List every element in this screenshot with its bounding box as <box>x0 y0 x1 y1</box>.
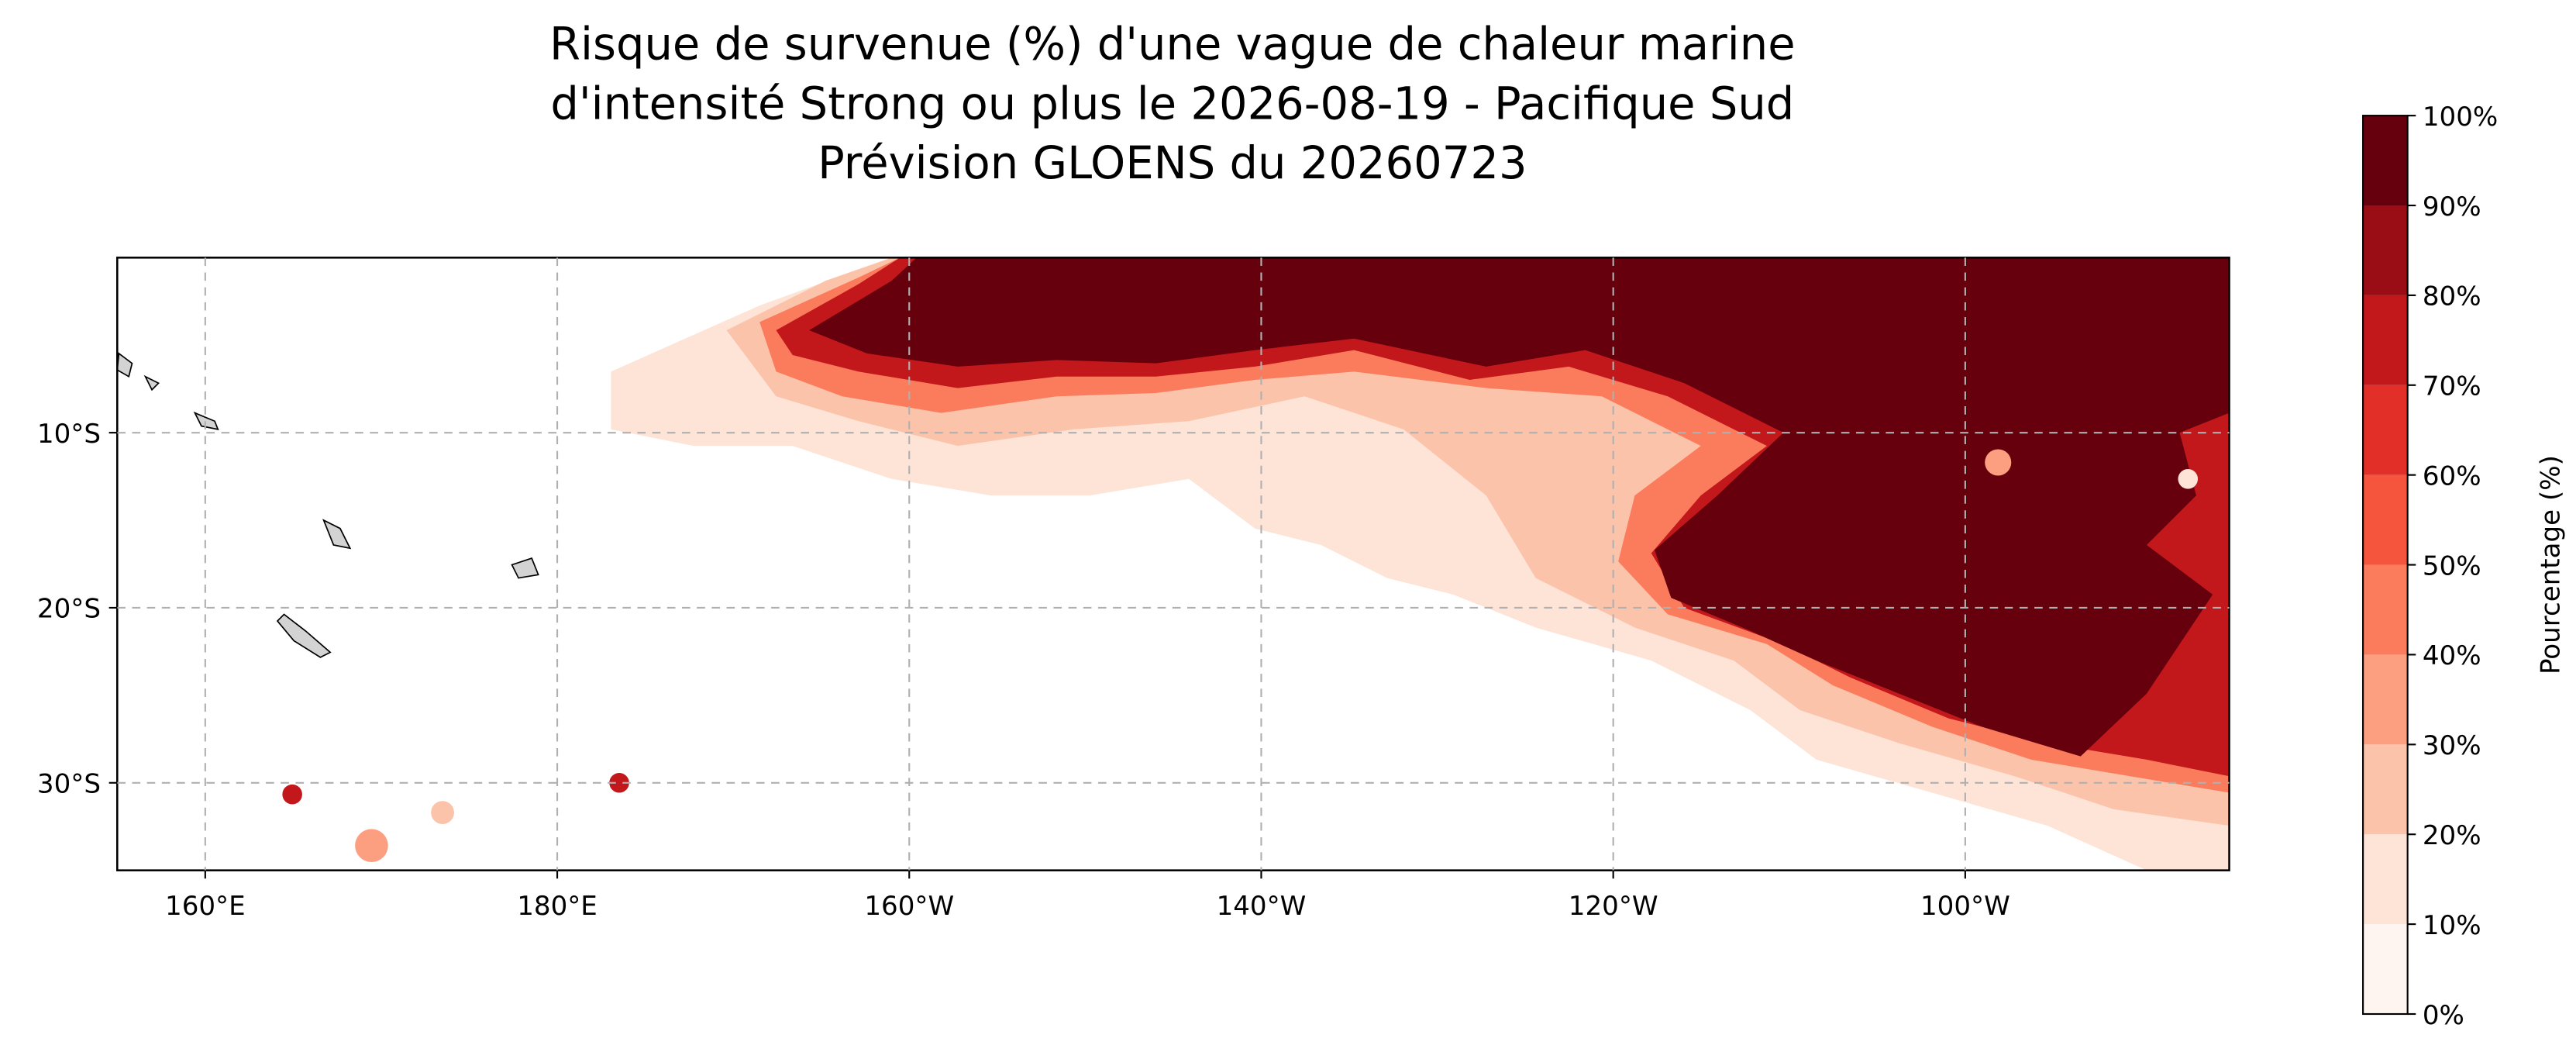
map-frame <box>116 257 2230 871</box>
title-line: Prévision GLOENS du 20260723 <box>818 137 1527 189</box>
x-tick-label: 100°W <box>1920 891 2010 922</box>
axes: 160°E 180°E 160°W 140°W 120°W 100°W 10°S 20°S 30… <box>37 102 2498 1031</box>
x-tick-label: 160°E <box>165 891 246 922</box>
coastlines <box>116 352 539 658</box>
title-line: Risque de survenue (%) d'une vague de ch… <box>549 19 1796 71</box>
heat-field <box>117 257 2230 871</box>
y-tick-label: 10°S <box>37 419 101 450</box>
colorbar-band <box>2363 474 2408 565</box>
colorbar-band <box>2363 116 2408 206</box>
colorbar-band <box>2363 385 2408 475</box>
colorbar-band <box>2363 744 2408 835</box>
y-tick-label: 30°S <box>37 769 101 800</box>
colorbar-tick-label: 20% <box>2423 820 2481 851</box>
colorbar-tick-label: 0% <box>2423 1000 2464 1031</box>
colorbar-tick-label: 10% <box>2423 910 2481 941</box>
colorbar-band <box>2363 564 2408 655</box>
colorbar-tick-label: 60% <box>2423 460 2481 492</box>
colorbar-band <box>2363 924 2408 1015</box>
colorbar-tick-label: 30% <box>2423 730 2481 761</box>
title-line: d'intensité Strong ou plus le 2026-08-19… <box>550 78 1794 129</box>
colorbar-tick-label: 70% <box>2423 371 2481 402</box>
y-tick-label: 20°S <box>37 594 101 625</box>
colorbar-tick-label: 90% <box>2423 191 2481 222</box>
x-tick-label: 160°W <box>864 891 954 922</box>
colorbar-band <box>2363 654 2408 745</box>
colorbar-tick-label: 80% <box>2423 281 2481 312</box>
x-tick-label: 180°E <box>517 891 598 922</box>
colorbar-band <box>2363 834 2408 925</box>
x-tick-label: 120°W <box>1569 891 1658 922</box>
colorbar-label: Pourcentage (%) <box>2536 455 2567 674</box>
colorbar-tick-label: 100% <box>2423 102 2498 133</box>
x-tick-label: 140°W <box>1217 891 1307 922</box>
colorbar-band <box>2363 295 2408 385</box>
colorbar-band <box>2363 205 2408 295</box>
colorbar-tick-label: 50% <box>2423 550 2481 581</box>
colorbar-tick-label: 40% <box>2423 640 2481 671</box>
